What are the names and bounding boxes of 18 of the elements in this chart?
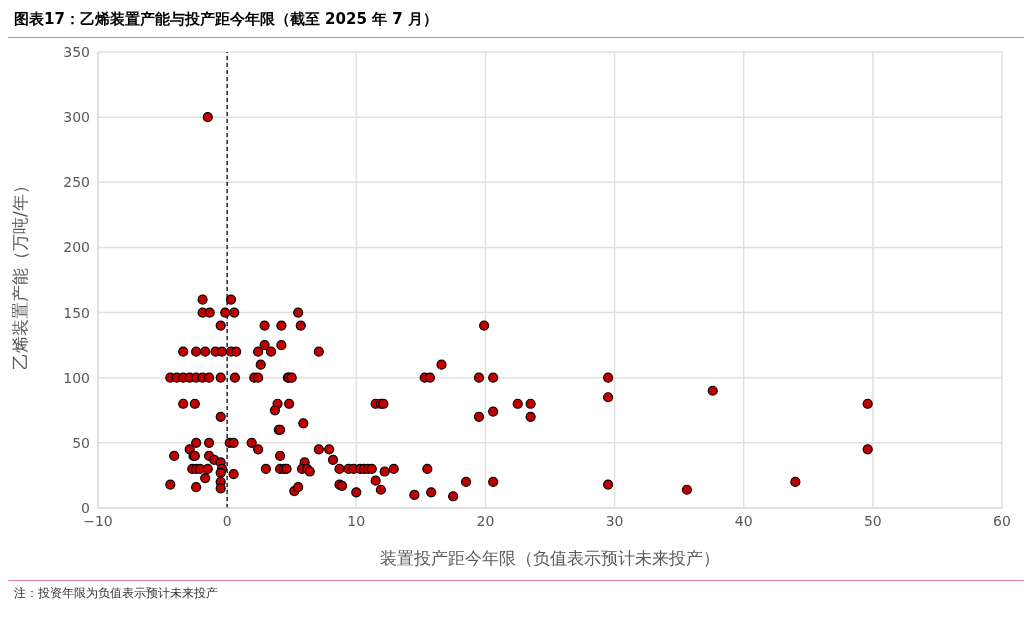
y-axis-title: 乙烯装置产能（万吨/年） (10, 177, 31, 370)
y-tick-label: 250 (63, 174, 90, 191)
y-tick-label: 350 (63, 43, 90, 60)
x-axis-title: 装置投产距今年限（负值表示预计未来投产） (380, 548, 720, 568)
x-tick-label: 60 (993, 512, 1011, 529)
text: 注：投资年限为负值表示预计未来投产 (14, 585, 219, 602)
x-tick-label: 50 (863, 512, 882, 529)
y-tick-label: 50 (72, 434, 90, 451)
x-tick-label: 40 (734, 512, 753, 529)
y-tick-label: 200 (63, 239, 90, 256)
y-tick-label: 100 (63, 369, 90, 386)
x-tick-label: 20 (476, 512, 495, 529)
x-tick-label: 30 (605, 512, 624, 529)
y-tick-label: 150 (63, 304, 90, 321)
x-tick-label: 0 (222, 512, 232, 529)
y-tick-label: 300 (63, 109, 90, 126)
chart-title: 图表17：乙烯装置产能与投产距今年限（截至 2025 年 7 月） (8, 8, 1024, 38)
x-tick-label: 10 (347, 512, 366, 529)
